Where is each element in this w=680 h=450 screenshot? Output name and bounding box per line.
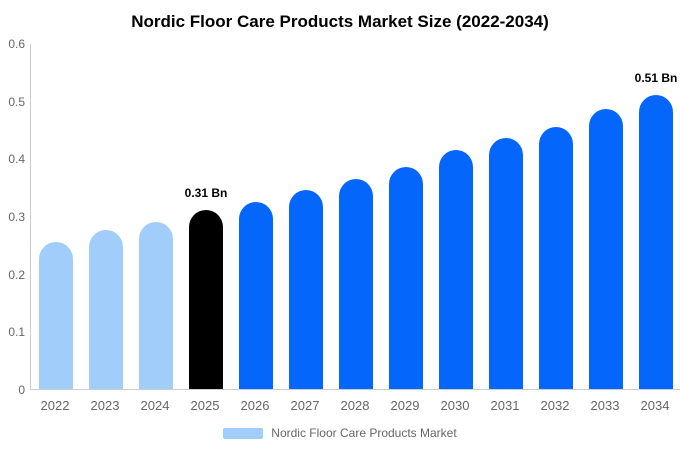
bar-2024[interactable] — [139, 222, 173, 389]
bar-2031[interactable] — [489, 138, 523, 389]
x-tick-label-2032: 2032 — [540, 398, 570, 413]
x-tick-label-2033: 2033 — [590, 398, 620, 413]
chart-title: Nordic Floor Care Products Market Size (… — [131, 12, 549, 31]
x-tick-label-2023: 2023 — [90, 398, 120, 413]
bar-2029[interactable] — [389, 167, 423, 389]
bar-2025[interactable] — [189, 210, 223, 389]
x-tick-label-2022: 2022 — [40, 398, 70, 413]
bar-2023[interactable] — [89, 230, 123, 389]
x-tick-label-2030: 2030 — [440, 398, 470, 413]
x-tick-label-2024: 2024 — [140, 398, 170, 413]
legend[interactable]: Nordic Floor Care Products Market — [0, 426, 680, 440]
bar-annotation-2034: 0.51 Bn — [634, 71, 678, 85]
bar-annotation-2025: 0.31 Bn — [184, 186, 228, 200]
y-tick-label-0.6: 0.6 — [8, 37, 25, 51]
bar-2034[interactable] — [639, 95, 673, 389]
bar-2026[interactable] — [239, 202, 273, 389]
x-tick-label-2028: 2028 — [340, 398, 370, 413]
bar-2028[interactable] — [339, 179, 373, 389]
bar-2032[interactable] — [539, 127, 573, 389]
y-tick-label-0.2: 0.2 — [8, 267, 25, 282]
y-tick-label-0.3: 0.3 — [8, 210, 25, 224]
x-tick-label-2026: 2026 — [240, 398, 270, 413]
bar-2033[interactable] — [589, 109, 623, 389]
bar-2027[interactable] — [289, 190, 323, 389]
x-tick-label-2025: 2025 — [190, 398, 220, 413]
x-tick-label-2027: 2027 — [290, 398, 320, 413]
y-tick-label-0.4: 0.4 — [8, 152, 25, 167]
legend-swatch — [223, 427, 264, 439]
legend-label: Nordic Floor Care Products Market — [271, 426, 457, 440]
x-tick-label-2029: 2029 — [390, 398, 420, 413]
x-tick-label-2031: 2031 — [490, 398, 520, 413]
plot-area: 0.31 Bn 0.51 Bn — [30, 44, 680, 390]
y-tick-label-0: 0 — [18, 383, 25, 397]
x-tick-label-2034: 2034 — [640, 398, 670, 413]
y-tick-label-0.1: 0.1 — [8, 325, 25, 340]
y-tick-label-0.5: 0.5 — [8, 94, 25, 109]
bar-2030[interactable] — [439, 150, 473, 389]
bar-2022[interactable] — [39, 242, 73, 389]
